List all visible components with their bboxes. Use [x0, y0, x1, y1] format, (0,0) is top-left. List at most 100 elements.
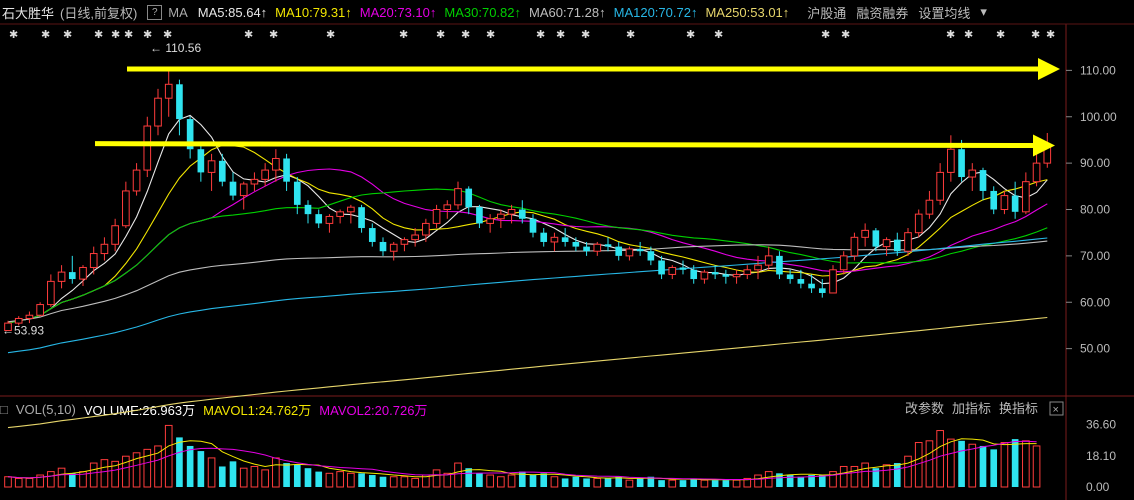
- candle-body: [272, 157, 280, 171]
- candle-body: [990, 190, 998, 210]
- low-price-label: ←53.93: [2, 323, 44, 337]
- candle-body: [218, 160, 226, 182]
- ma10-line: [7, 144, 1048, 324]
- price-tick-label: 90.00: [1080, 156, 1110, 170]
- ma-value-3: MA30:70.82↑: [444, 4, 521, 20]
- volume-bar: [561, 478, 569, 487]
- candle: [304, 200, 312, 224]
- event-marker-icon: ✱: [143, 29, 152, 41]
- volume-bar: [1000, 442, 1009, 488]
- volume-bar: [743, 477, 752, 488]
- candle: [839, 251, 848, 275]
- volume-bar: [443, 472, 452, 488]
- candle-body: [47, 280, 55, 306]
- edit-params-button[interactable]: 改参数: [905, 401, 945, 416]
- ma30-line: [7, 188, 1048, 324]
- volume-bar: [68, 473, 76, 487]
- event-marker-icon: ✱: [1031, 29, 1040, 41]
- volume-bar: [497, 476, 505, 488]
- candle: [904, 228, 912, 256]
- event-marker-icon: ✱: [9, 29, 18, 41]
- candle-body: [839, 255, 848, 271]
- candle-body: [958, 149, 965, 178]
- volume-indicator-icon[interactable]: □: [0, 401, 8, 417]
- candle: [593, 241, 602, 256]
- volume-tick-label: 36.60: [1086, 417, 1116, 431]
- candle-body: [872, 230, 880, 247]
- candle: [197, 144, 205, 182]
- event-marker-icon: ✱: [946, 29, 955, 41]
- help-icon[interactable]: ?: [147, 4, 163, 20]
- candle: [122, 181, 130, 229]
- candle: [315, 209, 323, 229]
- volume-bar: [968, 443, 977, 488]
- candle-body: [283, 158, 290, 182]
- volume-bar: [583, 478, 590, 487]
- set-ma-button[interactable]: 设置均线: [918, 5, 971, 21]
- event-marker-icon: ✱: [63, 29, 72, 41]
- candle: [68, 255, 76, 284]
- switch-indicator-button[interactable]: 换指标: [999, 401, 1039, 416]
- event-marker-icon: ✱: [841, 29, 850, 41]
- dropdown-icon[interactable]: ▾: [980, 4, 987, 19]
- candle: [722, 269, 730, 284]
- volume-bar: [540, 473, 548, 487]
- candle-body: [122, 190, 130, 227]
- volume-bar: [904, 455, 912, 488]
- volume-bar: [368, 475, 376, 487]
- candle: [829, 265, 837, 294]
- candle-body: [358, 207, 365, 229]
- candle-body: [925, 199, 934, 215]
- candle: [518, 200, 526, 224]
- volume-bar: [389, 476, 398, 488]
- volume-bar: [336, 471, 344, 488]
- stock-name[interactable]: 石大胜华: [2, 5, 55, 21]
- period-label[interactable]: (日线,前复权): [60, 5, 138, 21]
- candle: [808, 274, 815, 293]
- event-marker-icon: ✱: [821, 29, 830, 41]
- hk-connect-button[interactable]: 沪股通: [807, 5, 847, 21]
- volume-bar: [925, 440, 934, 488]
- candle-body: [100, 243, 109, 255]
- volume-bar: [593, 477, 602, 488]
- candle: [850, 232, 859, 261]
- volume-bar: [893, 463, 901, 487]
- candle: [936, 163, 944, 205]
- volume-bar: [111, 460, 119, 488]
- candle-body: [368, 228, 376, 242]
- volume-bar: [668, 479, 677, 488]
- volume-bar: [315, 471, 323, 487]
- candle-body: [347, 206, 355, 213]
- volume-bar: [829, 471, 837, 488]
- volume-bar: [432, 469, 441, 488]
- event-marker-icon: ✱: [626, 29, 635, 41]
- price-tick-label: 100.00: [1080, 110, 1117, 124]
- candle-body: [454, 188, 462, 206]
- ma-value-5: MA120:70.72↑: [613, 4, 698, 20]
- event-marker-icon: ✱: [436, 29, 445, 41]
- candle-body: [89, 253, 98, 268]
- margin-trading-button[interactable]: 融资融券: [856, 5, 909, 21]
- volume-bar: [47, 471, 55, 488]
- candle-body: [293, 181, 301, 205]
- candle-body: [389, 243, 398, 252]
- candle: [968, 163, 977, 191]
- ma120-line: [7, 237, 1048, 354]
- volume-bar: [529, 475, 537, 487]
- volume-bar: [379, 476, 387, 487]
- candle: [797, 269, 805, 289]
- volume-bar: [604, 478, 612, 487]
- volume-bar: [14, 477, 23, 488]
- candle: [358, 204, 365, 233]
- candle-body: [486, 218, 494, 224]
- volume-bar: [304, 468, 312, 487]
- event-marker-icon: ✱: [686, 29, 695, 41]
- add-indicator-button[interactable]: 加指标: [952, 401, 992, 416]
- candle: [925, 190, 934, 219]
- ma-value-2: MA20:73.10↑: [359, 4, 437, 20]
- volume-bar: [143, 448, 152, 488]
- arrow-shaft: [94, 141, 1038, 149]
- candle-body: [1011, 195, 1019, 212]
- arrow-head-icon: [1038, 57, 1060, 80]
